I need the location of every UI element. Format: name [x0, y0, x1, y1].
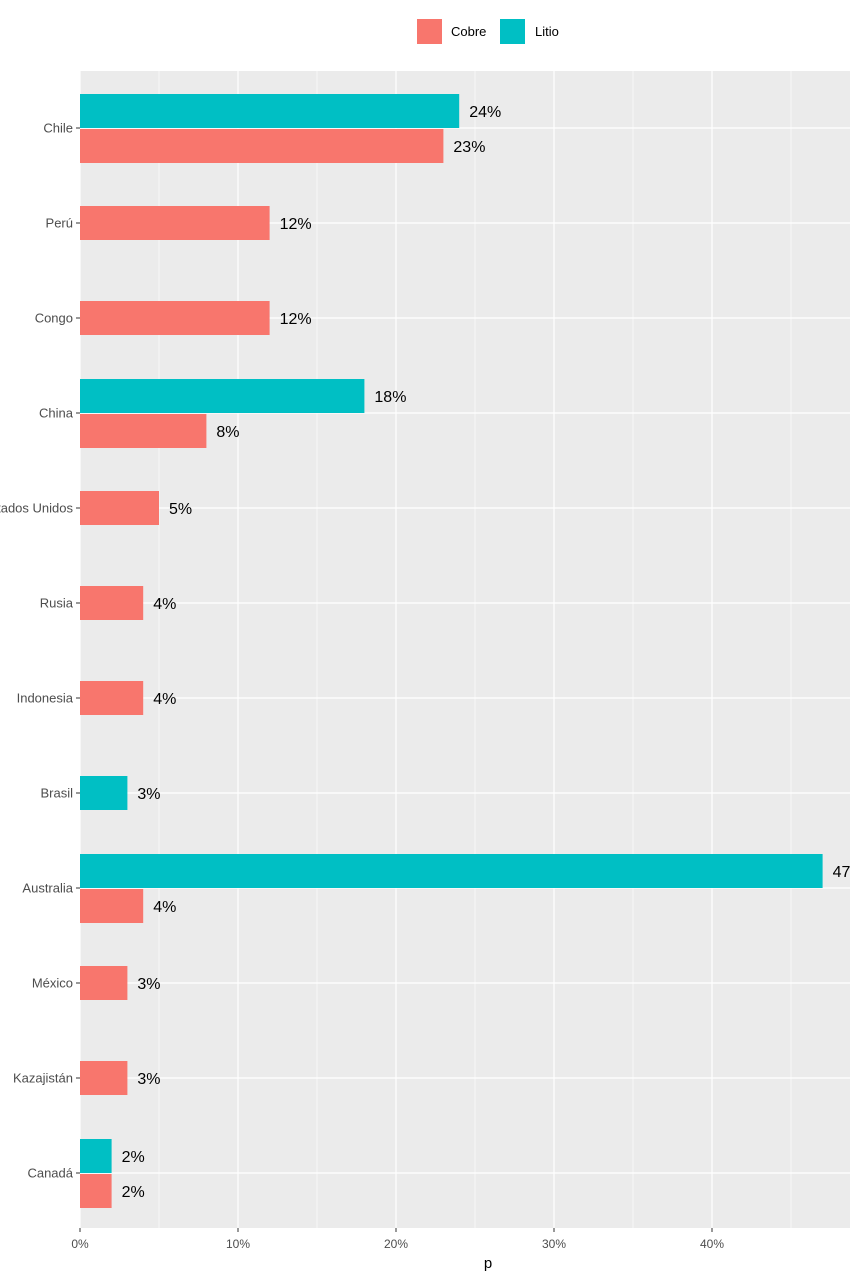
bar-litio-australia: [80, 854, 823, 888]
data-label-cobre-canada: 2%: [122, 1184, 145, 1201]
bar-cobre-rusia: [80, 586, 144, 620]
data-label-cobre-australia: 4%: [153, 899, 176, 916]
bar-cobre-chile: [80, 129, 444, 163]
x-tick-label: 30%: [542, 1237, 566, 1251]
bar-cobre-estados-unidos: [80, 491, 159, 525]
data-label-cobre-kazajistan: 3%: [137, 1071, 160, 1088]
legend: Cobre Litio: [417, 19, 559, 44]
data-label-cobre-estados-unidos: 5%: [169, 501, 192, 518]
legend-label-cobre: Cobre: [451, 24, 486, 39]
x-tick-label: 0%: [71, 1237, 89, 1251]
data-label-litio-canada: 2%: [122, 1149, 145, 1166]
legend-label-litio: Litio: [535, 24, 559, 39]
bar-cobre-china: [80, 414, 207, 448]
data-label-litio-brasil: 3%: [137, 786, 160, 803]
bar-cobre-congo: [80, 301, 270, 335]
x-axis: 0% 10% 20% 30% 40%: [71, 1228, 724, 1251]
y-tick-label-australia: Australia: [22, 881, 73, 896]
data-label-cobre-indonesia: 4%: [153, 691, 176, 708]
bar-litio-china: [80, 379, 365, 413]
y-tick-label-mexico: México: [32, 976, 73, 991]
bars: [80, 94, 823, 1208]
y-tick-label-kazajistan: Kazajistán: [13, 1071, 73, 1086]
bar-cobre-indonesia: [80, 681, 144, 715]
y-tick-label-peru: Perú: [46, 216, 73, 231]
y-tick-label-congo: Congo: [35, 311, 73, 326]
x-axis-title: p: [484, 1255, 492, 1272]
bar-cobre-mexico: [80, 966, 128, 1000]
x-tick-label: 10%: [226, 1237, 250, 1251]
bar-litio-brasil: [80, 776, 128, 810]
data-label-cobre-rusia: 4%: [153, 596, 176, 613]
legend-key-cobre: [417, 19, 442, 44]
y-axis: Chile Perú Congo China Estados Unidos Rusia In…: [0, 121, 80, 1181]
plot-panel: [80, 71, 850, 1228]
data-labels: 24% 23% 12% 12% 18% 8% 5% 4% 4% 3% 47% 4% 3% 3% 2% 2%: [122, 104, 850, 1201]
bar-cobre-kazajistan: [80, 1061, 128, 1095]
x-tick-label: 40%: [700, 1237, 724, 1251]
y-tick-label-chile: Chile: [43, 121, 73, 136]
bar-litio-chile: [80, 94, 460, 128]
data-label-litio-chile: 24%: [469, 104, 501, 121]
bar-cobre-canada: [80, 1174, 112, 1208]
data-label-litio-australia: 47%: [833, 864, 850, 881]
data-label-cobre-mexico: 3%: [137, 976, 160, 993]
data-label-cobre-china: 8%: [216, 424, 239, 441]
data-label-cobre-chile: 23%: [453, 139, 485, 156]
y-tick-label-indonesia: Indonesia: [17, 691, 74, 706]
data-label-litio-china: 18%: [374, 389, 406, 406]
y-tick-label-estados-unidos: Estados Unidos: [0, 501, 73, 516]
y-tick-label-rusia: Rusia: [40, 596, 74, 611]
x-tick-label: 20%: [384, 1237, 408, 1251]
bar-litio-canada: [80, 1139, 112, 1173]
y-tick-label-brasil: Brasil: [40, 786, 73, 801]
bar-cobre-australia: [80, 889, 144, 923]
y-tick-label-china: China: [39, 406, 74, 421]
y-tick-label-canada: Canadá: [27, 1166, 73, 1181]
data-label-cobre-peru: 12%: [280, 216, 312, 233]
bar-cobre-peru: [80, 206, 270, 240]
data-label-cobre-congo: 12%: [280, 311, 312, 328]
legend-key-litio: [500, 19, 525, 44]
